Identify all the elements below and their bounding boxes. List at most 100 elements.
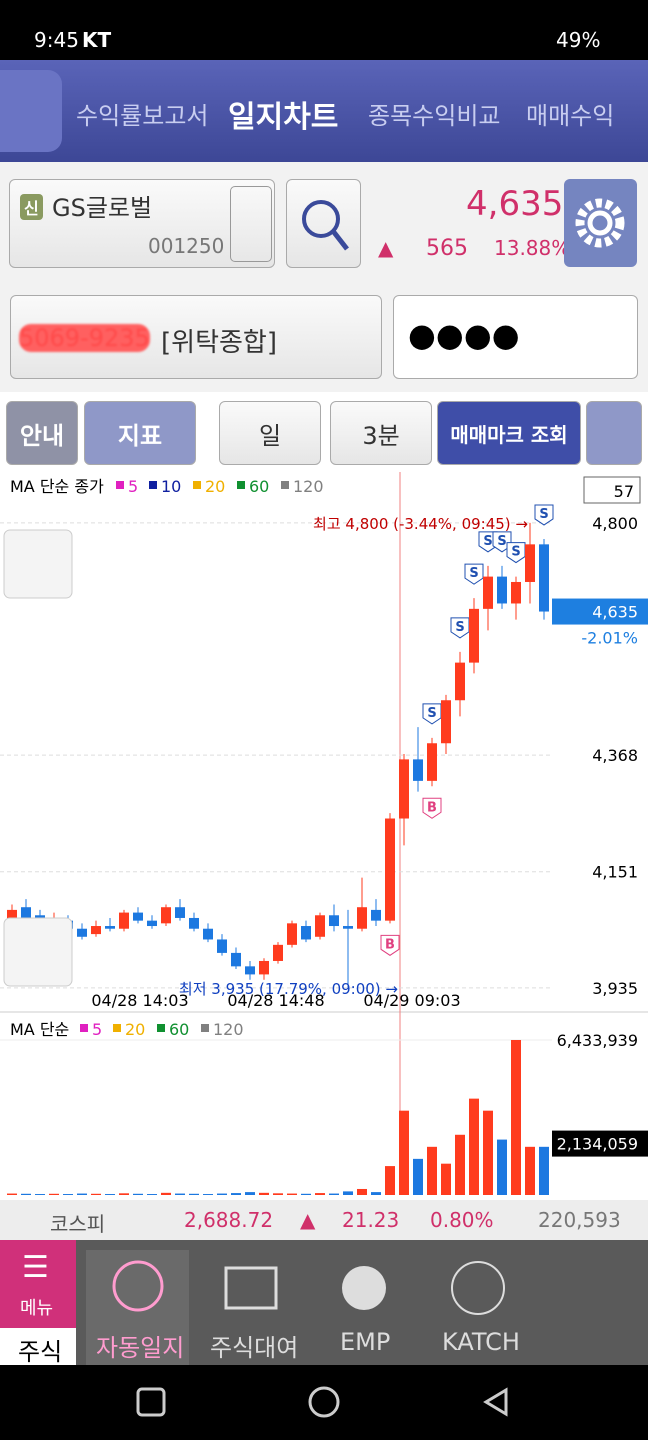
- tab[interactable]: 수익률보고서: [76, 102, 209, 130]
- trade-mark-button[interactable]: 매매마크 조회: [437, 401, 581, 465]
- y-tick-label: 4,368: [592, 746, 638, 765]
- candle-body: [91, 926, 101, 935]
- system-buttons: [136, 1386, 508, 1418]
- candle-body: [21, 907, 31, 918]
- system-nav: [0, 1365, 648, 1440]
- volume-bar: [175, 1193, 185, 1195]
- legend-label: 20: [205, 477, 225, 496]
- trade-mark: [422, 703, 442, 725]
- legend-swatch: [113, 1024, 121, 1032]
- volume-bar: [539, 1146, 549, 1195]
- volume-bar: [427, 1146, 437, 1195]
- index-name: 코스피: [50, 1212, 106, 1236]
- stock-tab[interactable]: 주식: [0, 1328, 76, 1366]
- dropdown[interactable]: [230, 186, 272, 262]
- search-button[interactable]: [286, 179, 361, 268]
- nav-icons: [112, 1260, 505, 1315]
- volume-bar: [217, 1193, 227, 1195]
- legend-swatch: [116, 481, 124, 489]
- y-tick-label: 4,800: [592, 514, 638, 533]
- candle-body: [427, 743, 437, 781]
- price: 4,635: [466, 184, 564, 224]
- x-tick-label: 04/29 09:03: [363, 991, 460, 1010]
- battery: 49%: [556, 28, 601, 52]
- current-price: 4,635: [592, 603, 638, 622]
- account-select[interactable]: 5069-9235 [위탁종합]: [10, 295, 382, 379]
- expand-button[interactable]: [586, 401, 642, 465]
- change-pct: 13.88%: [494, 236, 571, 260]
- volume-bar: [63, 1194, 73, 1195]
- menu-button[interactable]: 메뉴 ☰: [0, 1240, 76, 1328]
- candle-body: [539, 544, 549, 612]
- candle-body: [259, 960, 269, 975]
- trade-mark-label: B: [385, 937, 395, 952]
- volume-bar: [35, 1194, 45, 1195]
- tab[interactable]: 종목수익비교: [368, 102, 501, 130]
- tab[interactable]: 매매수익: [526, 102, 615, 130]
- indicator-button[interactable]: 지표: [84, 401, 196, 465]
- legend-label: 10: [161, 477, 181, 496]
- password: ●●●●: [408, 316, 520, 354]
- tab-active[interactable]: 일지차트: [228, 100, 339, 135]
- candle-body: [455, 662, 465, 701]
- y-tick-label: 3,935: [592, 979, 638, 998]
- low-note: 최저 3,935 (17.79%, 09:00) →: [179, 980, 398, 998]
- legend-swatch: [281, 481, 289, 489]
- legend-swatch: [193, 481, 201, 489]
- high-note: 최고 4,800 (-3.44%, 09:45) →: [313, 515, 528, 533]
- time: 9:45: [34, 28, 79, 52]
- nav-item[interactable]: KATCH: [442, 1328, 520, 1356]
- volume-bar: [119, 1193, 129, 1195]
- legend-label: 60: [249, 477, 269, 496]
- back-button[interactable]: [0, 70, 62, 152]
- stock-tab-label: 주식: [18, 1338, 63, 1366]
- candle-body: [189, 917, 199, 929]
- menu-icon: ☰: [22, 1250, 49, 1285]
- legend-title: MA 단순 종가: [10, 477, 104, 496]
- index-value: 2,688.72: [184, 1208, 274, 1232]
- legend-label: 60: [169, 1020, 189, 1039]
- volume-bar: [385, 1166, 395, 1195]
- volume-bar: [399, 1110, 409, 1195]
- legend-label: 120: [293, 477, 324, 496]
- trade-mark: [534, 504, 554, 526]
- nav-item[interactable]: 주식대여: [210, 1334, 299, 1362]
- nav-item[interactable]: 자동일지: [96, 1334, 185, 1362]
- info-button[interactable]: 안내: [6, 401, 78, 465]
- legend-label: 5: [128, 477, 138, 496]
- trade-mark-label: S: [455, 620, 464, 635]
- volume-bar: [357, 1188, 367, 1195]
- trade-mark: [380, 934, 400, 956]
- trade-mark-label: S: [469, 566, 478, 581]
- candle-body: [483, 576, 493, 609]
- volume-bar: [525, 1146, 535, 1195]
- settings-button[interactable]: [564, 179, 637, 267]
- candle-body: [329, 915, 339, 927]
- tab-bar: 수익률보고서 일지차트 종목수익비교 매매수익: [0, 60, 648, 162]
- volume-bar: [371, 1192, 381, 1195]
- candle-body: [301, 926, 311, 940]
- interval-button[interactable]: 3분: [330, 401, 432, 465]
- nav-item[interactable]: EMP: [340, 1328, 391, 1356]
- candle-body: [105, 926, 115, 929]
- up-arrow: ▲: [378, 236, 394, 260]
- volume-bar: [301, 1193, 311, 1195]
- volume-bar: [105, 1194, 115, 1195]
- trade-mark-label: S: [483, 534, 492, 549]
- chart: MA 단순 종가 5 10 20 60 120 57 4,800 4,368 4,151 3,935…: [0, 472, 648, 1195]
- volume-bar: [245, 1192, 255, 1195]
- volume-bar: [147, 1194, 157, 1195]
- stock-name: GS글로벌: [52, 194, 153, 222]
- period-button[interactable]: 일: [219, 401, 321, 465]
- menu-label: 메뉴: [20, 1298, 54, 1319]
- password-field[interactable]: ●●●●: [393, 295, 638, 379]
- up-arrow: ▲: [300, 1208, 316, 1232]
- candle-body: [357, 907, 367, 929]
- candle-body: [343, 926, 353, 929]
- volume-bar: [343, 1191, 353, 1195]
- candle-body: [399, 759, 409, 819]
- candle-body: [511, 581, 521, 604]
- search-icon: [301, 199, 349, 251]
- stock-select[interactable]: 신 GS글로벌 001250: [9, 179, 275, 268]
